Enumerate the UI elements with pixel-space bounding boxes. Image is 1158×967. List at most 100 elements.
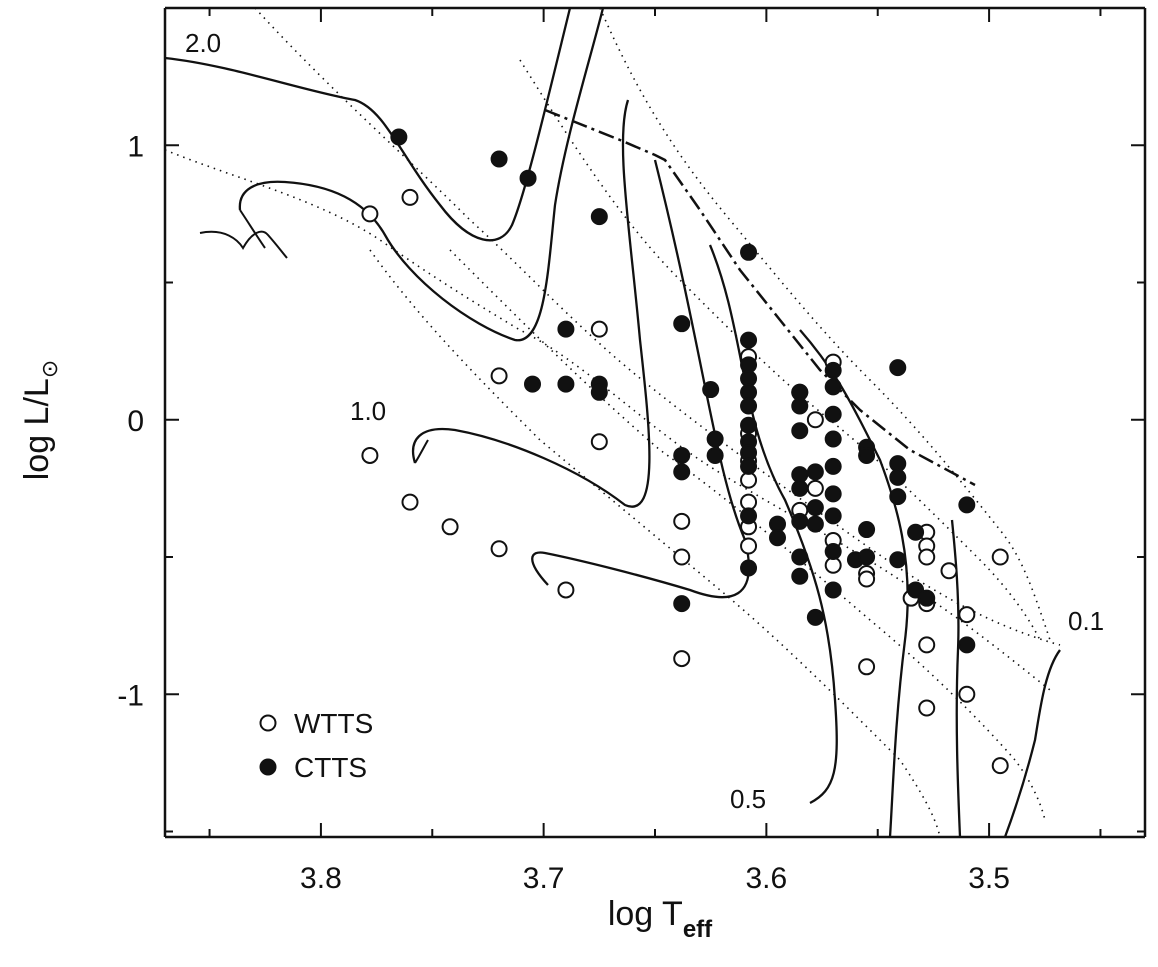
ctts-point [769,529,786,547]
track-0.1 [1003,649,1061,838]
wtts-point [590,433,608,451]
ctts-point [824,485,842,503]
ctts-point [740,416,758,434]
ctts-point [824,405,842,423]
ctts-point [590,383,608,401]
ctts-point [740,457,758,475]
birthline [544,108,976,487]
track-2.0 [164,7,572,242]
ctts-point [824,378,842,396]
y-axis-title-text: log L/L⊙ [18,360,62,481]
wtts-point [673,548,691,566]
ctts-point [791,422,809,440]
wtts-point [361,446,379,464]
ctts-point [702,381,720,399]
ctts-point [858,548,876,566]
ctts-point [824,430,842,448]
ctts-point [706,446,724,464]
isochrone-2 [164,149,1051,691]
wtts-point [918,699,936,717]
ctts-point [791,397,809,415]
ctts-point [740,331,758,349]
ctts-point [740,243,758,261]
legend-label-wtts: WTTS [294,708,373,739]
ctts-point [390,128,408,146]
ctts-point [889,468,907,486]
wtts-point [673,512,691,530]
ctts-point [740,507,758,525]
isochrone-4 [599,7,1051,641]
track-label-1.0: 1.0 [350,396,386,426]
isochrone-1 [254,7,1061,646]
ctts-point [824,507,842,525]
x-tick-label: 3.5 [968,862,1010,895]
ctts-point [824,543,842,561]
ctts-point [824,581,842,599]
track-0.3 [799,329,909,838]
legend-label-ctts: CTTS [294,752,367,783]
wtts-point [441,518,459,536]
ctts-point [557,320,575,338]
ctts-point [858,521,876,539]
track-mid-upper [412,99,651,508]
x-axis-title: log Teff [608,895,713,943]
x-tick-label: 3.7 [523,862,565,895]
ctts-point [806,463,824,481]
wtts-point [991,757,1009,775]
ctts-point [673,446,691,464]
ctts-point [889,359,907,377]
wtts-point [401,493,419,511]
wtts-point [361,205,379,223]
wtts-point [590,320,608,338]
track-2.0-zams-hook [199,230,288,259]
y-tick-label: 1 [127,130,144,163]
ctts-point [907,523,925,541]
ctts-point [858,446,876,464]
wtts-point [490,540,508,558]
wtts-point [401,188,419,206]
y-axis-title-main: log L/L [18,378,56,480]
ctts-point [889,488,907,506]
ctts-point [907,581,925,599]
wtts-point [858,658,876,676]
legend-marker-ctts [259,758,277,776]
isochrone-3 [519,59,1041,641]
y-axis-title-sun-symbol: ⊙ [37,360,62,378]
wtts-point [806,411,824,429]
wtts-point [918,548,936,566]
ctts-point [958,496,976,514]
ctts-point [806,608,824,626]
ctts-point [958,636,976,654]
ctts-point [806,515,824,533]
x-axis-title-subscript: eff [683,916,713,943]
ctts-point [673,463,691,481]
track-label-2.0: 2.0 [185,28,221,58]
y-axis-title: log L/L⊙ [18,360,62,481]
curve-labels: 2.0 1.0 0.5 0.1 [185,28,1104,814]
wtts-point [490,367,508,385]
ctts-point [824,457,842,475]
track-1.0-zams-hook [239,209,266,249]
ctts-point [824,361,842,379]
track-mid-hook [414,439,429,464]
track-label-0.1: 0.1 [1068,606,1104,636]
legend: WTTS CTTS [259,708,373,783]
ctts-point [706,430,724,448]
ctts-point [740,559,758,577]
ctts-point [918,589,936,607]
ctts-point [806,499,824,517]
wtts-point [991,548,1009,566]
ctts-point [519,169,537,187]
wtts-point [958,606,976,624]
legend-marker-wtts [259,714,277,732]
ctts-point [791,512,809,530]
wtts-point [557,581,575,599]
ctts-point [590,208,608,226]
track-1.0 [238,7,605,342]
x-axis-title-main: log T [608,895,683,933]
wtts-point [673,650,691,668]
x-tick-label: 3.6 [746,862,788,895]
track-label-0.5: 0.5 [730,784,766,814]
ctts-point [791,567,809,585]
wtts-point [858,570,876,588]
